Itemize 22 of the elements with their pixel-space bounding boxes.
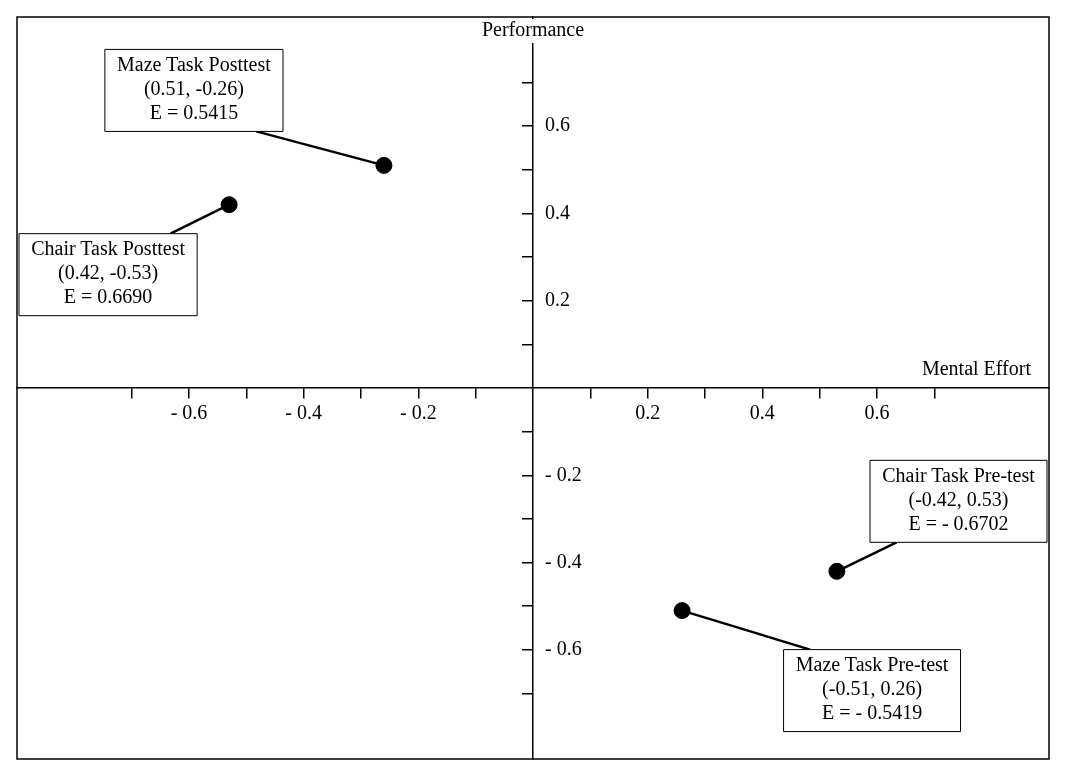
annotation: Maze Task Pre-test (-0.51, 0.26) E = - 0.5419 [795,652,949,723]
point [828,562,846,580]
point [375,156,393,174]
x-tick-label: 0.6 [864,401,890,424]
x-tick-label: - 0.2 [400,401,437,424]
y-tick-label: - 0.2 [545,462,582,485]
point [220,196,238,214]
point [673,602,691,620]
y-tick-label: - 0.4 [545,549,582,572]
y-tick-label: 0.4 [545,200,570,223]
x-tick-label: 0.2 [635,401,661,424]
annotation: Chair Task Posttest (0.42, -0.53) E = 0.6690 [31,236,186,307]
y-axis-title: Performance [481,18,585,41]
y-tick-label: - 0.6 [545,637,582,660]
x-tick-label: - 0.4 [285,401,322,424]
x-tick-label: - 0.6 [170,401,208,424]
annotation: Maze Task Posttest (0.51, -0.26) E = 0.5415 [117,52,272,123]
y-tick-label: 0.2 [545,287,570,310]
annotation: Chair Task Pre-test (-0.42, 0.53) E = - 0.6702 [882,463,1036,534]
y-tick-label: 0.6 [545,113,570,136]
x-axis-title: Mental Effort [921,357,1032,380]
x-tick-label: 0.4 [749,401,775,424]
